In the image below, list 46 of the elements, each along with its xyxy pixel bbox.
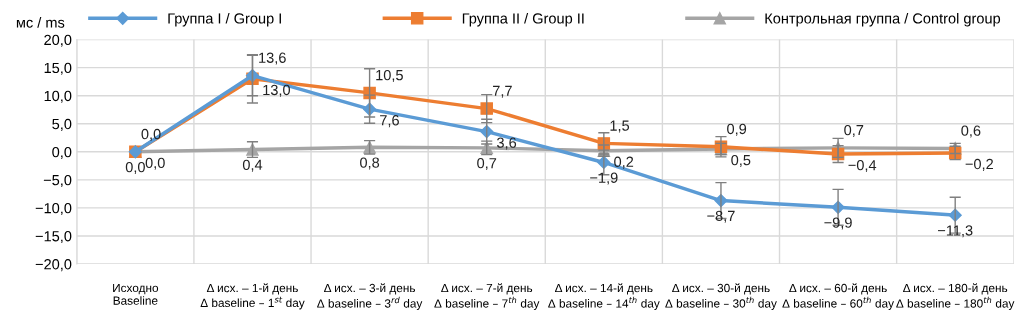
data-label: 10,5	[376, 69, 403, 83]
data-label: 7,6	[380, 115, 399, 128]
y-tick-label: 5,0	[52, 118, 72, 131]
data-label: 13,6	[259, 52, 286, 65]
data-label: 7,7	[493, 85, 512, 98]
data-label: 0,7	[844, 124, 864, 137]
x-tick-label: Δ исх. – 7-й день Δ baseline – 7$^{th}$ day	[434, 283, 540, 310]
legend-label: Группа II / Group II	[462, 12, 584, 27]
data-label: 0,9	[727, 123, 747, 136]
y-axis-title: мс / ms	[16, 17, 65, 28]
data-label: −11,3	[938, 225, 973, 238]
legend-label: Группа I / Group I	[168, 12, 281, 27]
x-tick-label: Δ исх. – 180-й день Δ baseline – 180$^{th}$ day	[896, 283, 1015, 310]
y-tick-label: 20,0	[44, 34, 72, 47]
data-label: 0,7	[477, 157, 497, 171]
x-tick-label: Δ исх. – 30-й день Δ baseline – 30$^{th}$ day	[665, 283, 777, 310]
y-tick-label: 10,0	[44, 90, 72, 103]
data-label: 0,2	[614, 156, 634, 169]
y-tick-label: 0,0	[52, 146, 72, 159]
data-label: 0,0	[145, 157, 165, 170]
x-tick-label: Δ исх. – 1-й день Δ baseline – 1$^{st}$ day	[200, 283, 305, 310]
point	[480, 102, 493, 115]
data-label: 3,6	[497, 137, 517, 150]
y-tick-label: −10,0	[35, 203, 72, 216]
data-label: 0,8	[360, 157, 380, 170]
data-label: 0,0	[125, 161, 145, 174]
x-tick-label: Исходно Baseline	[113, 283, 159, 305]
x-tick-label: Δ исх. – 60-й день Δ baseline – 60$^{th}$ day	[782, 283, 894, 310]
y-tick-label: −15,0	[35, 231, 72, 244]
data-label: −8,7	[707, 210, 735, 223]
data-label: −9,9	[824, 217, 852, 230]
data-label: 0,4	[242, 159, 263, 172]
data-label: 13,0	[263, 84, 291, 97]
data-label: −0,2	[965, 158, 993, 171]
y-tick-label: 15,0	[44, 62, 72, 75]
data-label: 0,6	[961, 125, 981, 138]
x-tick-label: Δ исх. – 3-й день Δ baseline – 3$^{rd}$ day	[317, 283, 423, 310]
y-tick-label: −5,0	[43, 174, 72, 187]
data-label: 0,0	[141, 128, 161, 141]
legend-label: Контрольная группа / Control group	[765, 12, 1001, 27]
data-label: −1,9	[590, 172, 618, 185]
y-tick-label: −20,0	[35, 259, 72, 272]
x-tick-label: Δ исх. – 14-й день Δ baseline – 14$^{th}$ day	[548, 283, 660, 310]
data-label: 1,5	[610, 120, 630, 133]
data-label: −0,4	[848, 159, 877, 173]
data-label: 0,5	[731, 154, 751, 167]
